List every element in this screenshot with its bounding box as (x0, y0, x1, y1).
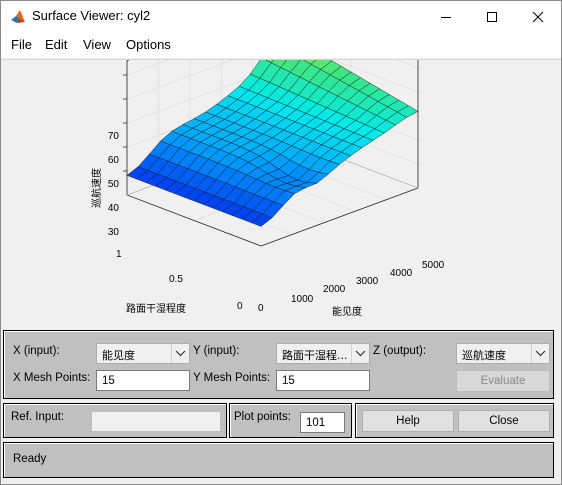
surface-facet (265, 60, 274, 64)
x-tick-2000: 2000 (323, 284, 346, 295)
ref-input-panel: Ref. Input: (3, 403, 227, 438)
matlab-icon (11, 10, 25, 23)
x-tick-4000: 4000 (390, 268, 413, 279)
y-tick-0-5: 0.5 (169, 274, 183, 285)
help-button[interactable]: Help (362, 410, 454, 432)
maximize-button[interactable] (469, 1, 515, 32)
chevron-down-icon (351, 344, 369, 363)
action-buttons-panel: Help Close (355, 403, 554, 438)
x-tick-1000: 1000 (291, 294, 314, 305)
x-mesh-label: X Mesh Points: (13, 372, 91, 384)
surface-mesh (126, 60, 419, 227)
y-mesh-points-input[interactable] (276, 370, 370, 391)
surface-facet (396, 105, 419, 118)
y-axis-label: 路面干湿程度 (126, 302, 186, 315)
menu-view[interactable]: View (83, 37, 111, 52)
z-output-select[interactable]: 巡航速度 (456, 343, 550, 364)
x-tick-0: 0 (258, 303, 264, 314)
plot-area: 30 40 50 60 70 巡航速度 1 0.5 0 路面干湿程度 0 100… (1, 59, 561, 328)
menu-options[interactable]: Options (126, 37, 171, 52)
axis-ticks: 30 40 50 60 70 巡航速度 1 0.5 0 路面干湿程度 0 100… (90, 131, 445, 318)
x-mesh-points-input[interactable] (96, 370, 190, 391)
input-selection-panel: X (input): 能见度 Y (input): 路面干湿程... Z (ou… (3, 330, 554, 399)
x-tick-5000: 5000 (422, 260, 445, 271)
evaluate-button[interactable]: Evaluate (456, 370, 550, 392)
chevron-down-icon (531, 344, 549, 363)
z-tick-70: 70 (108, 131, 120, 142)
close-button[interactable]: Close (458, 410, 550, 432)
x-input-select[interactable]: 能见度 (96, 343, 190, 364)
y-tick-1: 1 (116, 249, 122, 260)
x-tick-3000: 3000 (356, 276, 379, 287)
x-input-value: 能见度 (102, 349, 135, 362)
plot-points-label: Plot points: (234, 411, 291, 423)
surface-facet (303, 60, 317, 65)
plot-points-panel: Plot points: (229, 403, 352, 438)
z-output-label: Z (output): (373, 345, 427, 357)
maximize-icon (487, 11, 497, 22)
ref-input-field[interactable] (91, 411, 221, 432)
y-input-select[interactable]: 路面干湿程... (276, 343, 370, 364)
minimize-button[interactable] (423, 1, 469, 32)
surface-facet (270, 60, 288, 68)
z-axis-label: 巡航速度 (90, 168, 103, 208)
title-bar: Surface Viewer: cyl2 (1, 1, 561, 32)
z-tick-30: 30 (108, 227, 120, 238)
x-input-label: X (input): (13, 345, 60, 357)
y-mesh-label: Y Mesh Points: (193, 372, 271, 384)
status-text: Ready (13, 453, 47, 465)
z-tick-40: 40 (108, 203, 120, 214)
close-window-button[interactable] (515, 1, 561, 32)
surface-plot[interactable]: 30 40 50 60 70 巡航速度 1 0.5 0 路面干湿程度 0 100… (1, 60, 561, 328)
z-tick-50: 50 (108, 179, 120, 190)
y-tick-0: 0 (237, 301, 243, 312)
minimize-icon (441, 16, 451, 18)
menu-bar: File Edit View Options (1, 32, 561, 58)
menu-edit[interactable]: Edit (45, 37, 68, 52)
close-icon (532, 11, 544, 22)
y-input-value: 路面干湿程... (282, 349, 348, 362)
window-title: Surface Viewer: cyl2 (32, 8, 151, 23)
y-input-label: Y (input): (193, 345, 240, 357)
plot-points-input[interactable] (300, 412, 345, 433)
x-axis-label: 能见度 (332, 305, 362, 318)
status-panel: Ready (3, 442, 554, 478)
z-output-value: 巡航速度 (462, 349, 506, 362)
z-tick-60: 60 (108, 155, 120, 166)
chevron-down-icon (171, 344, 189, 363)
menu-file[interactable]: File (11, 37, 32, 52)
ref-input-label: Ref. Input: (11, 411, 65, 423)
